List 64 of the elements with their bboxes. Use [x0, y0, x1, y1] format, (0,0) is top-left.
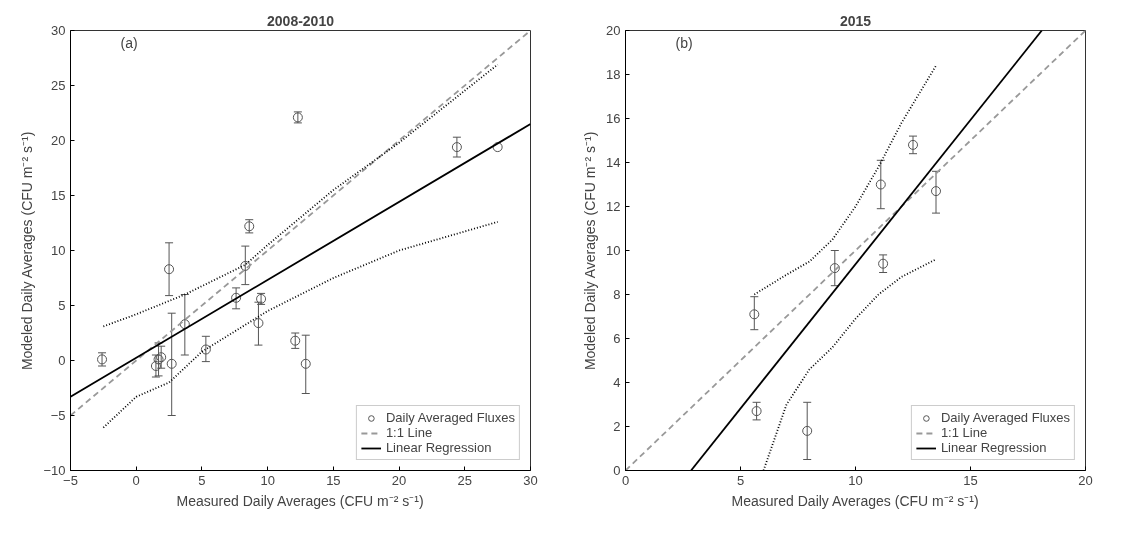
x-axis-title: Measured Daily Averages (CFU m⁻² s⁻¹) — [731, 492, 979, 509]
point — [875, 179, 886, 190]
annotation: (a) — [120, 34, 138, 51]
y-tick-label: 12 — [606, 199, 621, 214]
x-tick-label: 15 — [326, 472, 341, 488]
x-tick-label: 20 — [1078, 472, 1093, 488]
y-tick-label: 5 — [58, 298, 66, 313]
y-tick-label: 25 — [51, 78, 66, 93]
x-tick-label: 5 — [736, 472, 745, 488]
point — [829, 263, 840, 274]
point — [749, 309, 760, 320]
y-tick-label: 6 — [613, 331, 621, 346]
point — [164, 264, 175, 275]
y-tick-label: 10 — [606, 243, 621, 258]
y-tick-label: −10 — [43, 463, 66, 478]
point — [231, 292, 242, 303]
point — [931, 186, 941, 197]
legend-label: 1:1 Line — [385, 425, 433, 440]
y-tick-label: 20 — [51, 133, 66, 148]
x-tick-label: 20 — [391, 472, 407, 488]
point — [751, 406, 762, 417]
y-tick-label: 2 — [613, 419, 621, 434]
chart-title: 2008-2010 — [267, 12, 335, 29]
point — [166, 358, 177, 369]
y-axis-title: Modeled Daily Averages (CFU m⁻² s⁻¹) — [19, 131, 36, 371]
y-tick-label: 18 — [606, 67, 621, 82]
y-tick-label: 16 — [606, 111, 621, 126]
y-tick-label: 30 — [51, 23, 66, 38]
point — [253, 318, 264, 329]
point — [451, 142, 462, 153]
point — [200, 344, 211, 355]
x-tick-label: 15 — [963, 472, 978, 488]
x-tick-label: 10 — [848, 472, 863, 488]
line-series — [102, 63, 499, 328]
point — [878, 258, 889, 269]
y-tick-label: 8 — [613, 287, 621, 302]
point — [179, 319, 190, 330]
y-tick-label: 20 — [606, 23, 621, 38]
chart-title: 2015 — [839, 12, 872, 29]
point — [300, 358, 311, 369]
x-tick-label: 0 — [132, 472, 140, 488]
x-axis-title: Measured Daily Averages (CFU m⁻² s⁻¹) — [176, 492, 424, 509]
point — [908, 139, 918, 150]
y-tick-label: 0 — [58, 353, 66, 368]
legend-label: Daily Averaged Fluxes — [385, 410, 515, 425]
y-tick-label: 15 — [51, 188, 66, 203]
legend-label: Linear Regression — [385, 440, 492, 455]
legend-label: Linear Regression — [940, 440, 1047, 455]
point — [240, 260, 251, 271]
x-tick-label: 30 — [523, 472, 538, 488]
y-tick-label: 4 — [613, 375, 621, 390]
point — [802, 425, 813, 436]
x-tick-label: 25 — [457, 472, 473, 488]
y-tick-label: 10 — [51, 243, 66, 258]
x-tick-label: 10 — [260, 472, 275, 488]
y-tick-label: 14 — [606, 155, 621, 170]
y-axis-title: Modeled Daily Averages (CFU m⁻² s⁻¹) — [582, 131, 599, 371]
x-tick-label: 5 — [198, 472, 206, 488]
y-tick-label: −5 — [50, 408, 66, 423]
point — [492, 142, 503, 153]
annotation: (b) — [675, 34, 693, 51]
legend-label: Daily Averaged Fluxes — [940, 410, 1070, 425]
legend-label: 1:1 Line — [940, 425, 988, 440]
line-series — [753, 64, 937, 296]
